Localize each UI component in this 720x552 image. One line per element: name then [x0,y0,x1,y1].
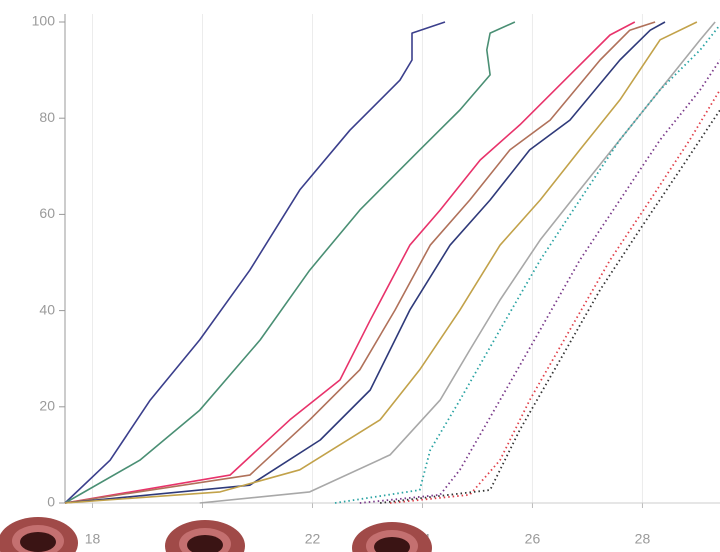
series-line [360,60,720,503]
series-line [65,22,635,503]
donut-icon [0,517,78,552]
y-tick-label: 0 [47,494,55,510]
donut-icon [165,520,245,552]
y-tick-label: 80 [39,109,55,125]
plot-area: 182022242628020406080100 [32,13,720,547]
chart: 182022242628020406080100 [0,0,720,552]
series-line [65,22,515,503]
page: 182022242628020406080100 (() => { const … [0,0,720,552]
y-tick-label: 100 [32,13,56,29]
series-line [65,22,445,503]
x-tick-label: 18 [85,531,101,547]
series-line [380,110,720,503]
donut-icon [352,522,432,552]
x-tick-label: 28 [635,531,651,547]
x-tick-label: 22 [305,531,321,547]
donut-icons [0,517,432,552]
y-tick-label: 60 [39,205,55,221]
series-line [65,22,655,503]
series-line [390,90,720,503]
series-line [65,22,665,503]
series-line [65,22,697,503]
y-tick-label: 20 [39,398,55,414]
series-line [335,25,720,503]
x-tick-label: 26 [525,531,541,547]
y-tick-label: 40 [39,301,55,317]
